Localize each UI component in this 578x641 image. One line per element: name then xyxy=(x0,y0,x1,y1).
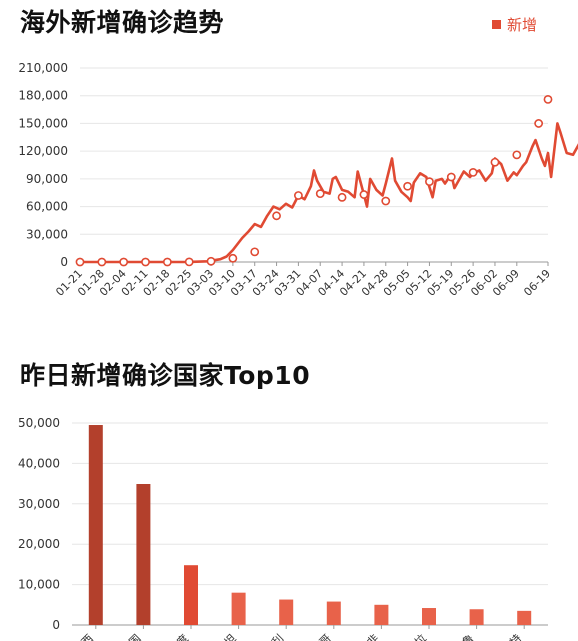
bar-x-tick-label: 哥 xyxy=(317,632,334,641)
trend-data-point[interactable] xyxy=(425,177,434,187)
trend-data-point[interactable] xyxy=(534,119,544,128)
bar-mark[interactable] xyxy=(184,565,198,625)
trend-data-point[interactable] xyxy=(512,150,522,160)
trend-data-point[interactable] xyxy=(97,257,107,267)
bar-x-tick-label: 拉 xyxy=(411,631,429,641)
trend-data-point[interactable] xyxy=(293,191,303,200)
bar-x-tick-label: 度 xyxy=(173,631,191,641)
bar-y-tick-label: 0 xyxy=(52,618,60,632)
top10-bar-chart: 0 10,000 20,000 30,000 40,000 50,000 西 国 度 斯坦 利 哥 非 拉… xyxy=(18,416,548,641)
trend-y-tick-label: 90,000 xyxy=(26,172,68,186)
bar-x-tick-label: 鲁 xyxy=(459,631,477,641)
trend-data-point[interactable] xyxy=(141,257,150,267)
trend-y-tick-label: 120,000 xyxy=(18,144,68,158)
trend-data-point[interactable] xyxy=(543,95,553,104)
trend-y-tick-label: 30,000 xyxy=(26,227,68,241)
trend-data-point[interactable] xyxy=(359,190,369,199)
top10-chart-title: 昨日新增确诊国家Top10 xyxy=(20,361,311,390)
trend-y-tick-label: 150,000 xyxy=(18,116,68,130)
trend-data-point[interactable] xyxy=(184,257,194,267)
trend-legend[interactable]: 新增 xyxy=(492,14,537,35)
trend-series-line xyxy=(80,122,578,264)
trend-line-chart: 0 30,000 60,000 90,000 120,000 150,000 180,000… xyxy=(18,61,578,299)
trend-data-point[interactable] xyxy=(446,172,456,182)
bar-x-tick-label: 利 xyxy=(269,632,286,641)
trend-data-point[interactable] xyxy=(403,181,412,191)
trend-data-point[interactable] xyxy=(381,196,391,206)
bar-mark[interactable] xyxy=(136,484,151,625)
trend-data-point[interactable] xyxy=(228,253,238,263)
trend-data-point[interactable] xyxy=(250,247,260,257)
trend-data-point[interactable] xyxy=(119,257,129,267)
bar-x-tick-label: 斯坦 xyxy=(213,631,238,641)
trend-x-tick-label: 06-19 xyxy=(521,267,553,299)
bar-mark[interactable] xyxy=(469,609,484,625)
bar-mark[interactable] xyxy=(517,610,532,625)
bar-x-tick-label: 国 xyxy=(127,632,144,641)
legend-label: 新增 xyxy=(507,16,538,34)
trend-y-tick-label: 180,000 xyxy=(18,89,68,103)
trend-data-point[interactable] xyxy=(75,257,85,267)
trend-data-point[interactable] xyxy=(337,192,347,202)
bar-y-tick-label: 10,000 xyxy=(18,578,60,592)
trend-y-tick-label: 60,000 xyxy=(26,200,68,214)
bar-x-tick-label: 西 xyxy=(79,632,96,641)
bar-x-tick-label: 特 xyxy=(507,631,525,641)
bar-mark[interactable] xyxy=(422,608,436,625)
bar-y-tick-label: 30,000 xyxy=(18,497,60,511)
trend-data-point[interactable] xyxy=(490,157,500,167)
trend-data-point[interactable] xyxy=(468,167,478,177)
bar-mark[interactable] xyxy=(374,604,389,625)
bar-x-tick-label: 非 xyxy=(365,632,382,641)
trend-y-tick-label: 210,000 xyxy=(18,61,68,75)
trend-chart-title: 海外新增确诊趋势 xyxy=(20,8,225,37)
trend-data-point[interactable] xyxy=(315,189,325,199)
legend-swatch-icon xyxy=(492,20,501,29)
trend-y-tick-label: 0 xyxy=(60,255,68,269)
bar-y-tick-label: 50,000 xyxy=(18,416,60,430)
bar-mark[interactable] xyxy=(326,601,341,625)
trend-data-point[interactable] xyxy=(206,256,216,266)
trend-data-point[interactable] xyxy=(272,211,281,221)
bar-mark[interactable] xyxy=(279,599,294,625)
bar-y-tick-label: 20,000 xyxy=(18,537,60,551)
bar-y-tick-label: 40,000 xyxy=(18,456,60,470)
bar-mark[interactable] xyxy=(88,425,103,625)
trend-data-point[interactable] xyxy=(162,257,172,267)
bar-mark[interactable] xyxy=(231,592,246,625)
